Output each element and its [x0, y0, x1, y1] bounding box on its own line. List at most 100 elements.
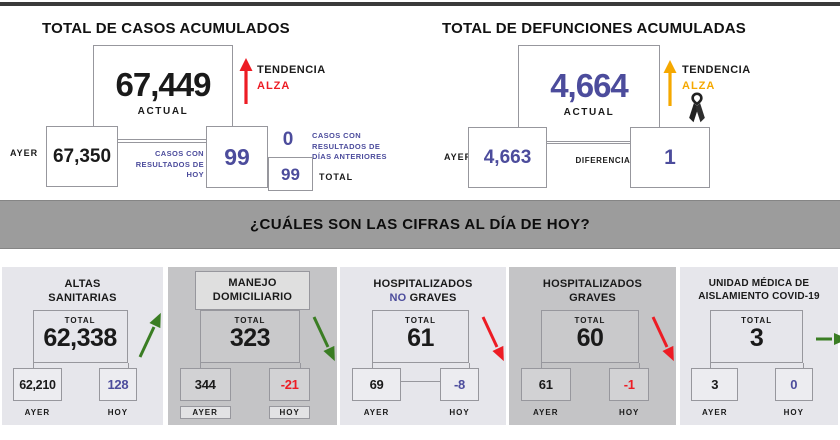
card-hoy-value: 128 [107, 377, 129, 392]
deaths-actual-box: 4,664 ACTUAL [518, 45, 660, 142]
connector-line [710, 363, 712, 369]
card-title-line1: UNIDAD MÉDICA DE [708, 278, 810, 289]
cases-total-label: TOTAL [319, 172, 354, 182]
card-ayer-box: 62,210 [13, 368, 62, 401]
card-title-line1: ALTAS [64, 278, 101, 290]
card-ayer-label: AYER [532, 408, 559, 417]
trend-up-arrow-icon [662, 59, 678, 109]
card-title-line2: GRAVES [569, 292, 616, 305]
deaths-ayer-value: 4,663 [483, 147, 532, 168]
card-hoy-label: HOY [619, 408, 640, 417]
cases-previous-days-caption: CASOS CON RESULTADOS DE DÍAS ANTERIORES [312, 131, 387, 161]
card-total-value: 3 [749, 324, 764, 352]
connector-line [469, 363, 471, 369]
card-altas-sanitarias: ALTAS SANITARIAS TOTAL 62,338 62,210 128… [2, 267, 163, 425]
top-border-line [0, 2, 840, 6]
cases-actual-value: 67,449 [115, 66, 212, 103]
card-total-label: TOTAL [234, 316, 266, 325]
card-total-label: TOTAL [741, 316, 773, 325]
connector-line [639, 363, 641, 369]
card-total-box: TOTAL 323 [200, 310, 300, 363]
cases-trend-label: TENDENCIA [257, 64, 326, 76]
deaths-ayer-box: 4,663 [468, 127, 547, 188]
card-unidad-medica-aislamiento: UNIDAD MÉDICA DE AISLAMIENTO COVID-19 TO… [680, 267, 840, 425]
cases-panel-title: TOTAL DE CASOS ACUMULADOS [42, 20, 290, 37]
card-ayer-box: 344 [179, 368, 231, 401]
card-total-value: 323 [229, 324, 271, 352]
card-total-label: TOTAL [64, 316, 96, 325]
card-ayer-label: AYER [701, 408, 728, 417]
cases-actual-box: 67,449 ACTUAL [93, 45, 233, 140]
card-ayer-value: 62,210 [19, 377, 56, 392]
cases-today-results-value: 99 [224, 143, 250, 170]
connector-line [540, 363, 542, 369]
deaths-trend-label: TENDENCIA [682, 64, 751, 76]
cases-total-value: 99 [281, 164, 300, 184]
connector-line [401, 381, 440, 382]
card-total-box: TOTAL 62,338 [32, 310, 128, 363]
deaths-trend-value: ALZA [682, 80, 716, 92]
card-ayer-label: AYER [179, 406, 231, 419]
connector-line [299, 363, 301, 369]
card-title: HOSPITALIZADOS NO GRAVES [340, 277, 506, 306]
card-hoy-label: HOY [449, 408, 470, 417]
card-hospitalizados-graves: HOSPITALIZADOS GRAVES TOTAL 60 61 -1 AYE… [509, 267, 676, 425]
trend-up-arrow-icon [134, 311, 162, 363]
card-ayer-label: AYER [363, 408, 390, 417]
trend-up-arrow-icon [238, 57, 254, 107]
connector-line [127, 363, 129, 369]
cases-total-box: 99 [268, 157, 313, 191]
connector-line [803, 363, 805, 369]
card-hoy-label: HOY [783, 408, 804, 417]
card-title-line1: HOSPITALIZADOS [373, 278, 473, 290]
connector-line [200, 363, 202, 369]
card-hoy-box: -21 [269, 368, 310, 401]
card-title-accent: NO [389, 292, 407, 305]
card-ayer-value: 3 [711, 377, 719, 392]
card-title: MANEJO DOMICILIARIO [195, 271, 310, 310]
trend-down-arrow-icon [308, 311, 336, 363]
mourning-ribbon-icon [686, 92, 708, 123]
card-hoy-box: 128 [98, 368, 138, 401]
card-ayer-box: 69 [351, 368, 402, 401]
card-ayer-label: AYER [24, 408, 51, 417]
cases-today-results-caption: CASOS CON RESULTADOS DE HOY [135, 149, 204, 179]
question-band-text: ¿CUÁLES SON LAS CIFRAS AL DÍA DE HOY? [249, 216, 591, 233]
trend-down-arrow-icon [477, 311, 505, 363]
card-title-line2: GRAVES [409, 292, 457, 305]
question-band: ¿CUÁLES SON LAS CIFRAS AL DÍA DE HOY? [0, 200, 840, 249]
card-title-line1: HOSPITALIZADOS [542, 278, 643, 290]
card-total-label: TOTAL [574, 316, 606, 325]
trend-down-arrow-icon [647, 311, 675, 363]
card-title: UNIDAD MÉDICA DE AISLAMIENTO COVID-19 [680, 277, 838, 303]
card-total-value: 60 [576, 324, 604, 352]
card-hoy-value: -1 [623, 377, 635, 392]
card-title-line1: MANEJO [228, 277, 277, 289]
card-hoy-box: 0 [774, 368, 813, 401]
card-hoy-box: -1 [609, 368, 650, 401]
deaths-panel-title: TOTAL DE DEFUNCIONES ACUMULADAS [442, 20, 746, 37]
connector-line [371, 363, 373, 369]
card-hospitalizados-no-graves: HOSPITALIZADOS NO GRAVES TOTAL 61 69 -8 … [340, 267, 506, 425]
cases-connector-line [118, 142, 206, 143]
card-total-label: TOTAL [405, 316, 436, 325]
card-total-box: TOTAL 61 [371, 310, 470, 363]
card-hoy-value: -8 [454, 377, 465, 392]
cases-today-results-box: 99 [206, 126, 268, 188]
card-hoy-label: HOY [269, 406, 310, 419]
card-total-box: TOTAL 3 [710, 310, 804, 363]
card-ayer-value: 69 [369, 377, 384, 392]
card-title: ALTAS SANITARIAS [2, 277, 163, 306]
card-ayer-box: 3 [691, 368, 739, 401]
card-ayer-value: 61 [538, 377, 553, 392]
card-hoy-value: 0 [790, 377, 798, 392]
card-hoy-label: HOY [107, 408, 129, 417]
card-total-value: 62,338 [43, 324, 117, 352]
deaths-connector-line [547, 143, 630, 144]
card-ayer-value: 344 [194, 377, 216, 392]
connector-line [32, 363, 34, 369]
deaths-difference-label: DIFERENCIA [575, 156, 631, 165]
card-title: HOSPITALIZADOS GRAVES [509, 277, 676, 306]
trend-flat-arrow-icon [815, 330, 840, 348]
